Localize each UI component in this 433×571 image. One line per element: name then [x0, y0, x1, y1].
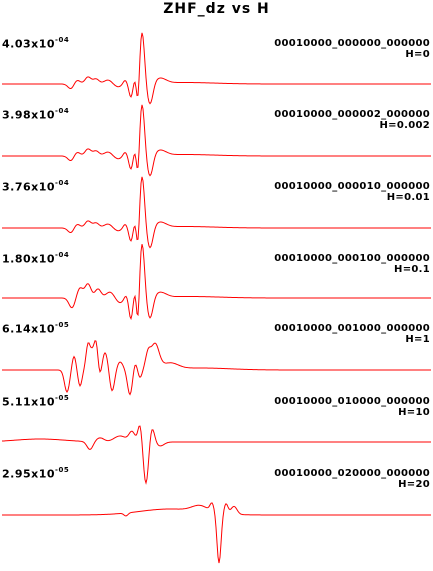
series-name: 00010000_000002_000000 [274, 109, 430, 120]
series-label: 00010000_000100_000000 H=0.1 [274, 253, 430, 275]
series-name: 00010000_000000_000000 [274, 38, 430, 49]
series-param: H=20 [398, 479, 430, 490]
amplitude-exponent: -05 [55, 321, 70, 329]
amplitude-label: 1.80x10-04 [2, 251, 70, 266]
amplitude-mantissa: 3.76x10 [2, 180, 56, 194]
series-param: H=0.1 [394, 264, 430, 275]
series-param: H=0.002 [379, 120, 430, 131]
amplitude-mantissa: 1.80x10 [2, 252, 56, 266]
series-trace-2 [2, 176, 431, 249]
amplitude-label: 5.11x10-05 [2, 394, 70, 409]
amplitude-label: 2.95x10-05 [2, 466, 70, 481]
amplitude-label: 6.14x10-05 [2, 321, 70, 336]
series-label: 00010000_000000_000000 H=0 [274, 38, 430, 60]
series-param: H=1 [405, 334, 430, 345]
series-label: 00010000_010000_000000 H=10 [274, 396, 430, 418]
series-label: 00010000_000010_000000 H=0.01 [274, 181, 430, 203]
amplitude-exponent: -04 [55, 36, 70, 44]
series-name: 00010000_010000_000000 [274, 396, 430, 407]
amplitude-mantissa: 3.98x10 [2, 108, 56, 122]
series-label: 00010000_000002_000000 H=0.002 [274, 109, 430, 131]
series-trace-4 [2, 340, 431, 396]
amplitude-exponent: -04 [55, 179, 70, 187]
amplitude-mantissa: 4.03x10 [2, 37, 56, 51]
amplitude-exponent: -04 [55, 107, 70, 115]
series-trace-1 [2, 104, 431, 177]
amplitude-exponent: -04 [55, 251, 70, 259]
series-name: 00010000_001000_000000 [274, 323, 430, 334]
series-trace-6 [2, 502, 431, 564]
series-name: 00010000_000100_000000 [274, 253, 430, 264]
amplitude-exponent: -05 [55, 466, 70, 474]
amplitude-label: 4.03x10-04 [2, 36, 70, 51]
series-label: 00010000_001000_000000 H=1 [274, 323, 430, 345]
amplitude-mantissa: 5.11x10 [2, 395, 56, 409]
series-name: 00010000_000010_000000 [274, 181, 430, 192]
amplitude-mantissa: 6.14x10 [2, 322, 56, 336]
series-name: 00010000_020000_000000 [274, 468, 430, 479]
series-param: H=0.01 [386, 192, 430, 203]
amplitude-label: 3.76x10-04 [2, 179, 70, 194]
series-param: H=0 [405, 49, 430, 60]
series-param: H=10 [398, 407, 430, 418]
series-trace-3 [2, 244, 431, 321]
amplitude-mantissa: 2.95x10 [2, 467, 56, 481]
amplitude-exponent: -05 [55, 394, 70, 402]
series-trace-5 [1, 425, 431, 485]
series-label: 00010000_020000_000000 H=20 [274, 468, 430, 490]
series-trace-0 [2, 32, 431, 105]
amplitude-label: 3.98x10-04 [2, 107, 70, 122]
chart-title: ZHF_dz vs H [163, 1, 270, 17]
